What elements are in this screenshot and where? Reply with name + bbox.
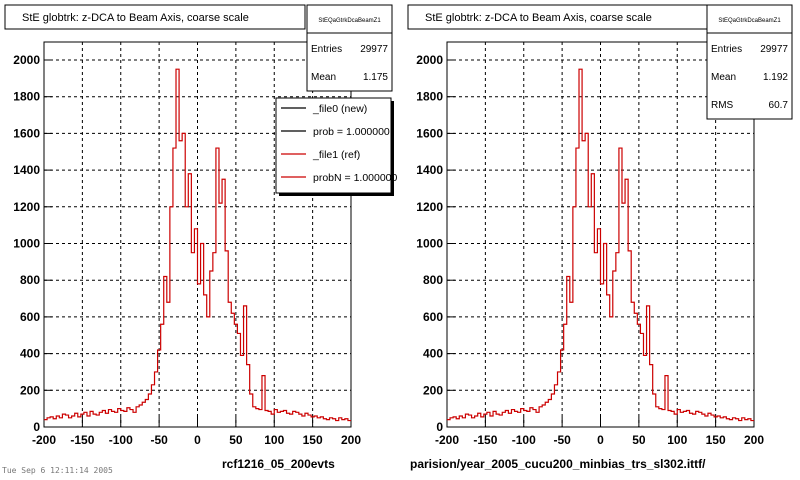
y-tick-label: 1800 xyxy=(416,90,443,104)
y-tick-label: 800 xyxy=(20,273,40,287)
stats-label: RMS xyxy=(711,100,734,111)
stats-value: 60.7 xyxy=(769,100,789,111)
x-tick-label: 100 xyxy=(264,433,284,447)
y-tick-label: 400 xyxy=(20,347,40,361)
y-tick-label: 1000 xyxy=(416,237,443,251)
stats-name: StEQaGtrkDcaBeamZ1 xyxy=(718,18,781,24)
stats-label: Entries xyxy=(311,44,342,55)
stats-value: 29977 xyxy=(760,44,788,55)
x-tick-label: 200 xyxy=(341,433,361,447)
chart-title: StE globtrk: z-DCA to Beam Axis, coarse … xyxy=(22,12,249,24)
histogram-panel-left: -200 -150 -100 -50 0 50 100 150 2000200400600800… xyxy=(4,4,398,447)
stats-label: Mean xyxy=(311,72,336,83)
chart-title: StE globtrk: z-DCA to Beam Axis, coarse … xyxy=(425,12,652,24)
y-tick-label: 400 xyxy=(423,347,443,361)
x-tick-label: 150 xyxy=(706,433,726,447)
histogram-series xyxy=(447,68,754,422)
y-tick-label: 1200 xyxy=(13,200,40,214)
title-box xyxy=(407,4,709,30)
x-tick-label: -50 xyxy=(553,433,571,447)
y-tick-label: 2000 xyxy=(13,53,40,67)
y-tick-label: 0 xyxy=(436,420,443,434)
x-tick-label: -100 xyxy=(512,433,536,447)
y-tick-label: 1200 xyxy=(416,200,443,214)
y-tick-label: 800 xyxy=(423,273,443,287)
stats-value: 29977 xyxy=(360,44,388,55)
x-tick-label: -200 xyxy=(435,433,459,447)
y-tick-label: 1600 xyxy=(13,126,40,140)
title-box xyxy=(4,4,306,30)
stats-label: Entries xyxy=(711,44,742,55)
y-tick-label: 200 xyxy=(20,383,40,397)
stats-value: 1.192 xyxy=(763,72,788,83)
y-tick-label: 0 xyxy=(33,420,40,434)
x-tick-label: 150 xyxy=(303,433,323,447)
x-tick-label: -150 xyxy=(70,433,94,447)
legend-label: _file0 (new) xyxy=(312,103,367,115)
x-tick-label: -50 xyxy=(150,433,168,447)
x-tick-label: 50 xyxy=(632,433,646,447)
stats-box xyxy=(306,4,393,92)
x-tick-label: -150 xyxy=(473,433,497,447)
x-tick-label: 100 xyxy=(667,433,687,447)
legend-label: _file1 (ref) xyxy=(312,149,360,161)
x-tick-label: -200 xyxy=(32,433,56,447)
x-tick-label: 200 xyxy=(744,433,764,447)
file-path-left: rcf1216_05_200evts xyxy=(222,457,335,471)
legend-label: probN = 1.000000 xyxy=(313,172,398,184)
stats-label: Mean xyxy=(711,72,736,83)
histogram-panel-right: -200 -150 -100 -50 0 50 100 150 2000200400600800… xyxy=(407,4,793,447)
y-tick-label: 1000 xyxy=(13,237,40,251)
stats-box xyxy=(706,4,793,120)
legend-label: prob = 1.000000 xyxy=(313,126,390,138)
x-tick-label: 0 xyxy=(194,433,201,447)
stats-value: 1.175 xyxy=(363,72,388,83)
x-tick-label: -100 xyxy=(109,433,133,447)
y-tick-label: 2000 xyxy=(416,53,443,67)
y-tick-label: 600 xyxy=(20,310,40,324)
y-tick-label: 1400 xyxy=(13,163,40,177)
y-tick-label: 1600 xyxy=(416,126,443,140)
y-tick-label: 1800 xyxy=(13,90,40,104)
footer-timestamp: Tue Sep 6 12:11:14 2005 xyxy=(2,466,113,475)
stats-name: StEQaGtrkDcaBeamZ1 xyxy=(318,18,381,24)
y-tick-label: 1400 xyxy=(416,163,443,177)
y-tick-label: 200 xyxy=(423,383,443,397)
y-tick-label: 600 xyxy=(423,310,443,324)
histogram-series xyxy=(44,68,351,422)
x-tick-label: 50 xyxy=(229,433,243,447)
file-path-right: parision/year_2005_cucu200_minbias_trs_s… xyxy=(410,457,706,471)
x-tick-label: 0 xyxy=(597,433,604,447)
